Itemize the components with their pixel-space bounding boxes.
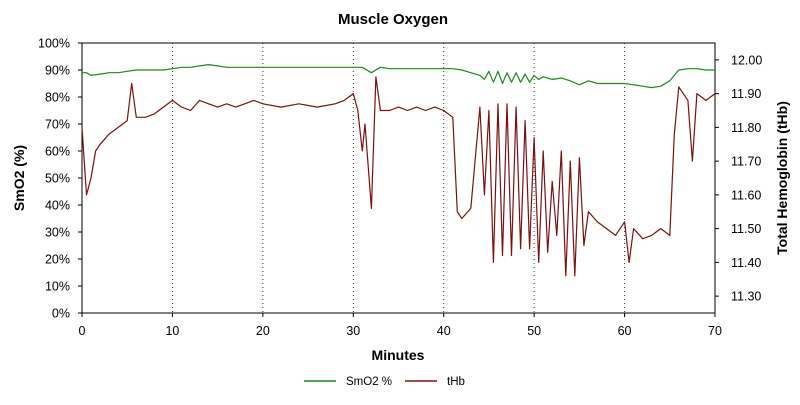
legend-label-smo2: SmO2 %: [346, 376, 392, 388]
x-axis-ticks: 0 10 20 30 40 50 60 70: [79, 313, 722, 338]
y-left-tick-label: 10%: [45, 280, 70, 294]
y-right-tick-label: 11.70: [731, 155, 761, 169]
y-left-axis-ticks: 0% 10% 20% 30% 40% 50% 60% 70% 80% 90% 100%: [38, 37, 82, 321]
x-tick-label: 20: [256, 324, 270, 338]
y-right-axis-title: Total Hemoglobin (tHb): [774, 101, 790, 255]
series-layer: [81, 63, 716, 277]
y-left-tick-label: 100%: [38, 37, 70, 51]
y-left-tick-label: 90%: [45, 64, 70, 78]
y-right-tick-label: 11.30: [731, 290, 761, 304]
chart-title: Muscle Oxygen: [338, 11, 448, 28]
y-left-tick-label: 60%: [45, 145, 70, 159]
y-left-tick-label: 50%: [45, 172, 70, 186]
y-left-axis-title: SmO2 (%): [11, 145, 27, 211]
y-right-tick-label: 11.80: [731, 121, 761, 135]
y-left-tick-label: 30%: [45, 226, 70, 240]
y-left-tick-label: 80%: [45, 91, 70, 105]
series-line-smo2: [82, 63, 715, 89]
y-right-tick-label: 11.40: [731, 256, 761, 270]
x-tick-label: 60: [618, 324, 632, 338]
y-right-tick-label: 11.60: [731, 188, 761, 202]
x-tick-label: 40: [437, 324, 451, 338]
x-tick-label: 10: [165, 324, 179, 338]
y-right-tick-label: 11.50: [731, 222, 761, 236]
series-line-thb: [81, 76, 716, 277]
y-right-axis-ticks: 11.30 11.40 11.50 11.60 11.70 11.80 11.90 12.00: [715, 53, 762, 304]
y-right-tick-label: 12.00: [731, 53, 762, 67]
y-right-tick-label: 11.90: [731, 87, 761, 101]
y-left-tick-label: 0%: [52, 307, 70, 321]
x-tick-label: 30: [346, 324, 360, 338]
y-left-tick-label: 40%: [45, 199, 70, 213]
x-tick-label: 70: [708, 324, 722, 338]
legend: SmO2 % tHb: [304, 376, 465, 388]
legend-label-thb: tHb: [447, 376, 465, 388]
x-tick-label: 50: [527, 324, 541, 338]
grid-lines: [171, 43, 626, 313]
x-tick-label: 0: [79, 324, 86, 338]
y-left-tick-label: 70%: [45, 118, 70, 132]
x-axis-title: Minutes: [372, 347, 425, 363]
y-left-tick-label: 20%: [45, 253, 70, 267]
